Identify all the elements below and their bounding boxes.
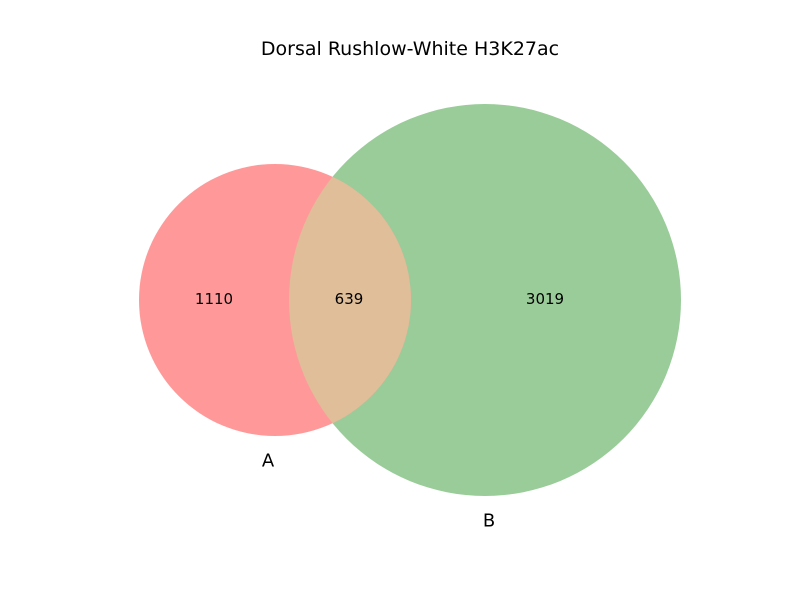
set-a-label: A bbox=[261, 450, 275, 472]
only-b-count: 3019 bbox=[525, 290, 565, 308]
only-a-count: 1110 bbox=[194, 290, 234, 308]
diagram-title: Dorsal Rushlow-White H3K27ac bbox=[260, 38, 560, 60]
intersection-count: 639 bbox=[334, 290, 364, 308]
set-b-label: B bbox=[482, 510, 496, 532]
set-b-circle bbox=[289, 104, 681, 496]
